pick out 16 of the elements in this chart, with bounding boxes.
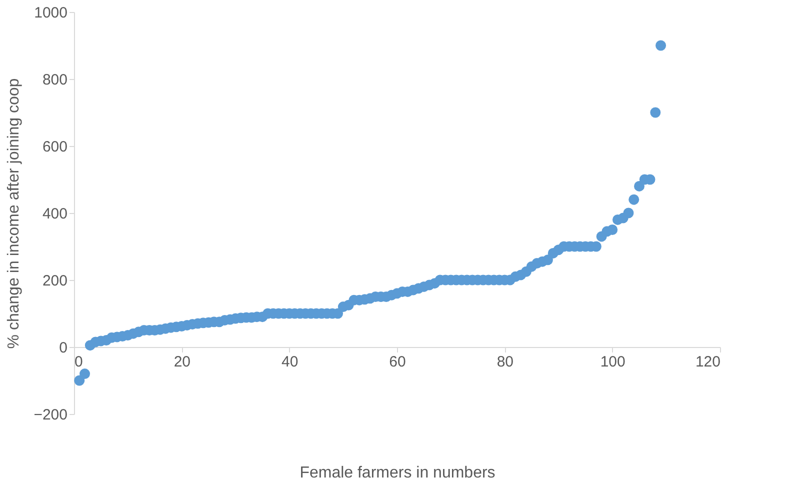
x-tick-label: 20 — [174, 354, 191, 370]
y-tick-label: 600 — [42, 138, 68, 156]
x-tick-label: 100 — [600, 354, 626, 370]
x-tick-label: 60 — [389, 354, 406, 370]
y-tick-label: 800 — [42, 72, 68, 88]
x-axis-title: Female farmers in numbers — [300, 464, 496, 482]
y-tick-label: 400 — [42, 206, 68, 222]
x-tick-label: 120 — [695, 354, 720, 370]
y-tick-label: 0 — [59, 340, 68, 356]
y-tick-label: −200 — [34, 406, 68, 424]
y-tick-label: 1000 — [34, 4, 68, 22]
x-tick-label: 80 — [496, 354, 514, 370]
x-tick-label: 0 — [74, 354, 83, 370]
y-axis-title: % change in income after joining coop — [6, 78, 23, 349]
x-tick-label: 40 — [281, 354, 298, 370]
y-tick-label: 200 — [42, 272, 68, 290]
